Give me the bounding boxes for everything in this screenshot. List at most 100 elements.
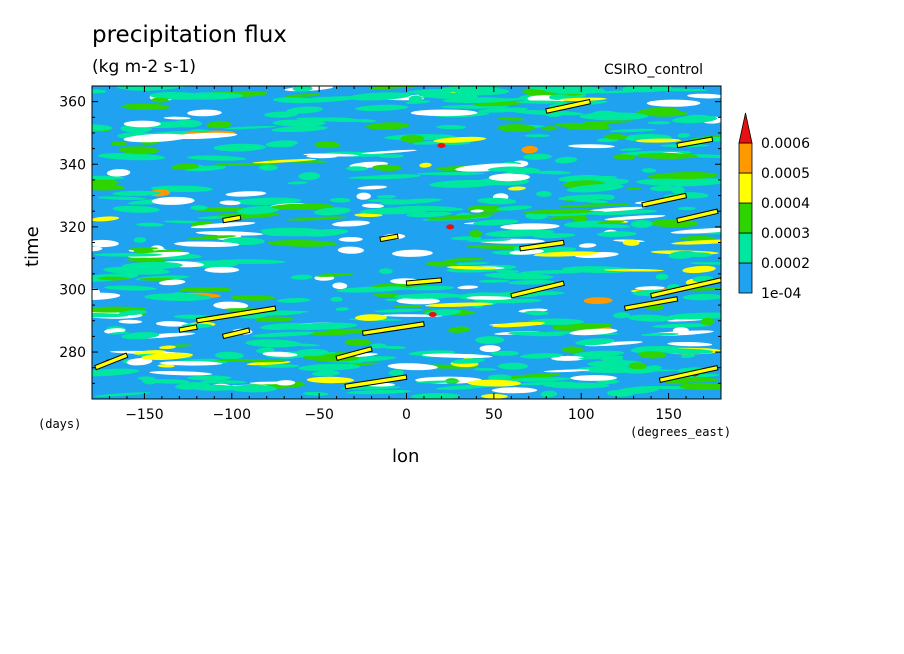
field-patch <box>286 322 358 330</box>
field-patch <box>650 185 676 192</box>
x-tick-label: 100 <box>568 407 595 423</box>
chart-units: (kg m-2 s-1) <box>92 57 197 77</box>
field-patch <box>446 265 496 270</box>
field-patch <box>528 86 579 91</box>
field-patch <box>647 121 671 125</box>
field-patch <box>641 168 657 173</box>
colorbar-label: 0.0002 <box>761 256 810 272</box>
field-patch <box>677 133 690 138</box>
field-patch <box>542 126 557 131</box>
field-patch <box>159 361 223 366</box>
field-patch <box>151 97 169 103</box>
intense-spot <box>428 311 437 317</box>
field-patch <box>573 350 625 357</box>
contour-streak <box>379 233 399 243</box>
field-patch <box>127 247 159 251</box>
field-patch <box>630 219 653 229</box>
field-patch <box>110 141 127 147</box>
field-patch <box>94 392 151 397</box>
field-patch <box>393 304 423 309</box>
field-patch <box>470 209 484 213</box>
colorbar-box <box>738 142 753 174</box>
contour-streak <box>658 365 719 383</box>
field-patch <box>112 190 161 196</box>
field-patch <box>508 186 526 191</box>
field-patch <box>347 92 412 101</box>
field-patch <box>258 164 278 171</box>
field-patch <box>583 297 613 305</box>
field-patch <box>206 120 232 129</box>
field-patch <box>604 133 628 140</box>
field-patch <box>173 241 240 247</box>
field-patch <box>92 368 140 377</box>
field-patch <box>680 354 695 358</box>
field-patch <box>190 129 211 133</box>
field-patch <box>312 370 341 377</box>
field-patch <box>245 339 302 348</box>
x-tick-label: 150 <box>655 407 682 423</box>
field-patch <box>679 235 716 241</box>
field-patch <box>588 223 631 228</box>
field-patch <box>387 363 438 371</box>
colorbar-box <box>738 202 753 234</box>
field-patch <box>490 350 519 356</box>
field-patch <box>677 206 696 211</box>
colorbar-label: 0.0003 <box>761 226 810 242</box>
field-patch <box>313 207 351 216</box>
x-tick-label: 0 <box>402 407 411 423</box>
field-patch <box>619 148 642 151</box>
field-patch <box>355 104 408 112</box>
field-patch <box>467 98 526 103</box>
field-patch <box>453 87 510 96</box>
field-patch <box>123 120 161 128</box>
field-patch <box>125 257 168 262</box>
field-patch <box>172 119 203 128</box>
field-patch <box>116 86 142 90</box>
field-patch <box>397 205 464 212</box>
field-patch <box>448 326 471 333</box>
field-patch <box>157 364 175 368</box>
field-patch <box>600 355 624 362</box>
field-patch <box>187 155 246 161</box>
field-patch <box>194 206 250 212</box>
colorbar-label: 1e-04 <box>761 286 801 302</box>
field-patch <box>159 345 176 350</box>
field-patch <box>204 266 240 273</box>
field-patch <box>523 209 595 215</box>
field-patch <box>381 314 443 317</box>
colorbar-extend-max <box>738 112 753 144</box>
field-patch <box>332 282 348 290</box>
field-patch <box>382 345 406 350</box>
field-patch <box>551 355 585 361</box>
field-patch <box>155 321 189 327</box>
field-patch <box>92 178 119 187</box>
field-patch <box>200 380 247 384</box>
field-patch <box>496 270 520 273</box>
field-patch <box>603 268 664 272</box>
field-patch <box>119 146 159 155</box>
field-patch <box>508 280 555 285</box>
field-patch <box>214 259 286 264</box>
field-patch <box>394 293 454 299</box>
field-patch <box>520 269 589 274</box>
field-patch <box>190 222 256 229</box>
field-patch <box>214 351 244 360</box>
field-patch <box>118 319 143 324</box>
field-patch <box>163 220 204 224</box>
field-patch <box>662 178 721 187</box>
field-patch <box>371 283 394 288</box>
field-patch <box>424 302 494 307</box>
field-patch <box>287 181 308 185</box>
field-patch <box>554 156 578 164</box>
field-patch <box>558 194 614 201</box>
field-patch <box>410 109 478 117</box>
field-patch <box>497 124 536 132</box>
field-patch <box>286 216 349 221</box>
field-patch <box>357 185 388 190</box>
field-patch <box>310 328 371 336</box>
colorbar-box <box>738 262 753 294</box>
field-patch <box>586 206 646 212</box>
field-patch <box>306 376 355 384</box>
field-patch <box>159 279 186 286</box>
field-patch <box>121 332 160 340</box>
